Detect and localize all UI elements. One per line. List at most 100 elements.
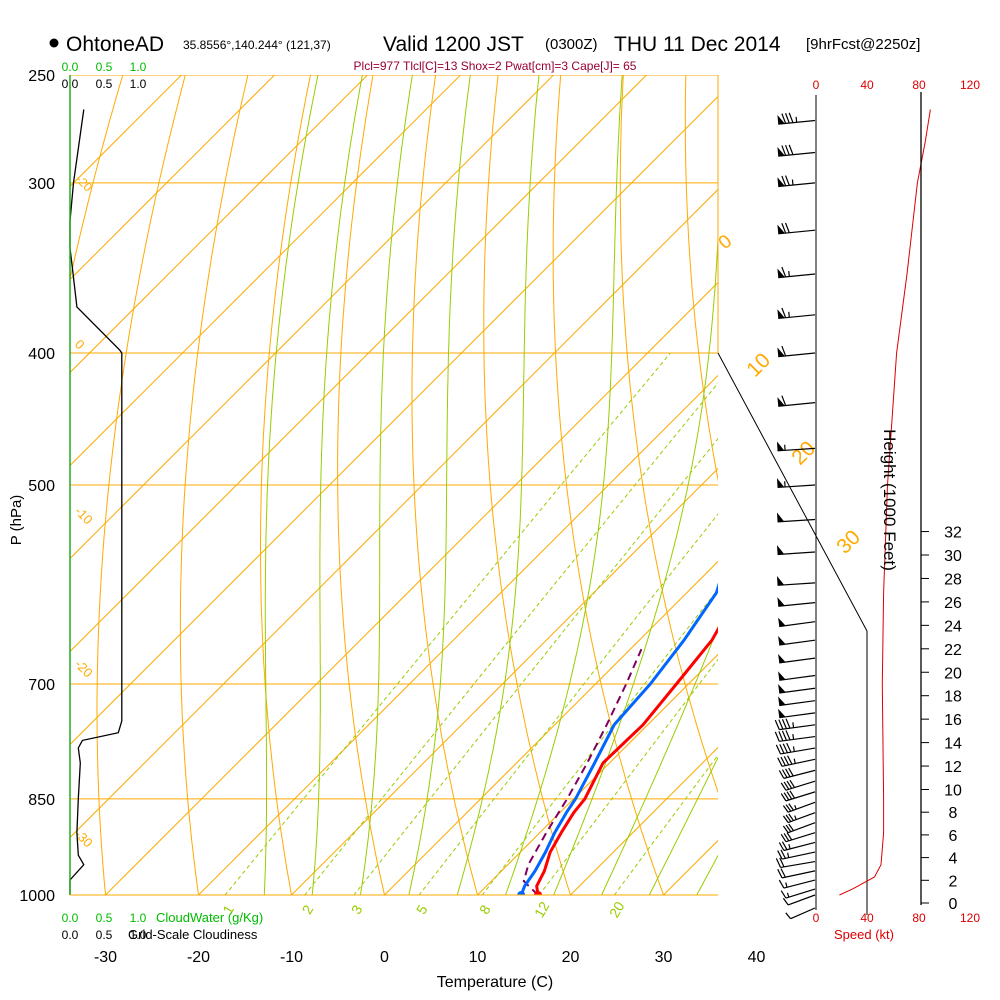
wind-barb-feather [788, 803, 794, 811]
forecast-info: [9hrFcst@2250z] [806, 36, 920, 53]
cloudiness-top-tick: 0.5 [96, 77, 113, 91]
wind-speed-bottom-tick: 120 [960, 911, 980, 925]
wind-barb [777, 597, 816, 607]
wind-barb-feather [775, 858, 782, 868]
height-tick-label: 2 [949, 873, 958, 890]
dewpoint-line [519, 582, 718, 895]
wind-barb-shaft [779, 700, 816, 707]
wind-barb [782, 812, 816, 824]
wind-barb-shaft [781, 870, 816, 879]
station-coords: 35.8556°,140.244° (121,37) [183, 38, 331, 52]
dry-adiabat-line [552, 75, 665, 895]
wind-speed-top-tick: 40 [860, 78, 874, 92]
wind-barb-shaft [779, 674, 816, 681]
wind-barb-flag [778, 684, 786, 694]
wind-barb-feather [780, 756, 786, 766]
mixing-ratio-label: 20 [606, 899, 628, 921]
mixing-ratio-label: 3 [348, 902, 366, 917]
wind-barb-shaft [780, 747, 816, 755]
wind-barb-shaft [778, 402, 816, 407]
height-tick-label: 30 [944, 548, 962, 565]
wind-barb-flag [776, 478, 785, 488]
isotherm-line [70, 188, 718, 839]
wind-barb-shaft [785, 780, 816, 791]
cloudiness-line [69, 109, 123, 895]
wind-barb-feather [782, 815, 789, 823]
wind-barb-feather [780, 834, 787, 842]
cloudiness-bottom-tick: 0.0 [62, 928, 79, 942]
wind-barb [778, 708, 816, 719]
temperature-tick-label: 30 [655, 949, 673, 966]
wind-barb-feather [781, 175, 787, 186]
wind-barb-feather [783, 833, 790, 842]
moist-adiabat-line [553, 228, 718, 895]
height-tick-label: 26 [944, 595, 962, 612]
wind-barb-feather [786, 832, 793, 841]
height-tick-label: 8 [949, 805, 958, 822]
wind-barb-feather [785, 814, 792, 822]
wind-barb [780, 790, 816, 802]
wind-barb-feather [779, 744, 785, 754]
wind-barb-feather [781, 223, 787, 234]
wind-barb [778, 879, 816, 889]
wind-barb-feather [781, 145, 787, 156]
isotherm-line [477, 653, 718, 895]
wind-barb-shaft [783, 879, 816, 889]
wind-barb-flag [776, 545, 785, 555]
cloudiness-bottom-tick: 0.5 [96, 928, 113, 942]
wind-barb-feather [786, 780, 793, 789]
wind-barb-feather [780, 890, 787, 899]
wind-barb-shaft [778, 151, 816, 157]
wind-barb-feather [788, 144, 794, 155]
wind-barb-feather [785, 804, 792, 812]
wind-barb-feather [788, 813, 794, 821]
dry-adiabat-line [810, 51, 1000, 924]
wind-barb [782, 894, 816, 906]
height-tick-label: 10 [944, 783, 962, 800]
wind-barb [778, 684, 816, 694]
surface-dewpoint-point [517, 891, 526, 895]
wind-barb-shaft [778, 602, 816, 607]
dry-adiabat-label: -20 [73, 172, 95, 194]
wind-barb-feather [781, 395, 787, 406]
height-axis-title: Height (1000 Feet) [880, 429, 899, 571]
wind-barb-flag [777, 309, 785, 319]
wind-barb [777, 868, 816, 879]
wind-barb-feather [788, 112, 794, 123]
pressure-tick-label: 850 [28, 792, 55, 809]
wind-barb-feather [789, 779, 796, 788]
dry-adiabat-label: 10 [742, 349, 775, 382]
wind-barb-feather [778, 731, 784, 742]
wind-barb [778, 636, 816, 646]
mixing-ratio-label: 2 [299, 902, 317, 917]
wind-barb-flag [777, 597, 785, 607]
wind-barb-feather [785, 824, 792, 832]
height-tick-label: 28 [944, 571, 962, 588]
profiles [517, 582, 718, 895]
wind-barb-feather [778, 879, 785, 889]
wind-barb-feather [777, 850, 783, 860]
wind-barb-feather [789, 790, 796, 799]
wind-envelope-line [717, 352, 868, 915]
wind-barb [777, 307, 816, 320]
pressure-tick-label: 300 [28, 176, 55, 193]
wind-barb-shaft [785, 888, 816, 899]
wind-barb-feather [778, 770, 785, 779]
isotherm-line [70, 95, 718, 746]
wind-barb-half-feather [792, 722, 795, 728]
wind-barb-shaft [787, 822, 816, 834]
wind-speed-top-tick: 0 [813, 78, 820, 92]
wind-barb-shaft [779, 657, 816, 664]
wind-barb-half-feather [791, 179, 794, 186]
moist-adiabat-line [359, 75, 413, 895]
wind-barb-shaft [780, 860, 816, 869]
wind-barb-feather [786, 791, 793, 800]
dry-adiabat-line [96, 75, 186, 895]
wind-barb-feather [781, 266, 787, 278]
wind-barb-half-feather [794, 815, 797, 820]
wind-barb-flag [777, 146, 785, 157]
wind-barb-feather [781, 718, 787, 729]
wind-barb-feather [783, 792, 790, 801]
